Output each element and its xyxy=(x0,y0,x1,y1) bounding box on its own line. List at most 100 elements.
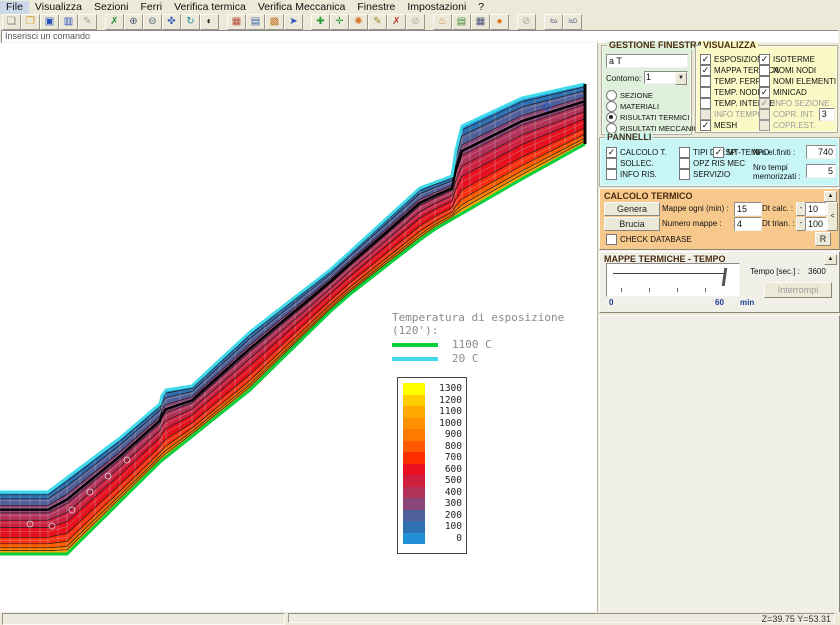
checkbox-isoterme[interactable] xyxy=(759,54,770,65)
checkbox-copr-int[interactable] xyxy=(759,109,770,120)
shade-view-button[interactable]: ◐ xyxy=(200,14,219,30)
bars-disabled-button[interactable]: ⊘ xyxy=(406,14,425,30)
checkbox-temp-nodi[interactable] xyxy=(700,87,711,98)
save-all-button[interactable]: ▥ xyxy=(59,14,78,30)
menu-verifica-termica[interactable]: Verifica termica xyxy=(168,1,252,14)
checkbox-row-servizio[interactable]: SERVIZIO xyxy=(679,169,745,180)
checkbox-esposizione[interactable] xyxy=(700,54,711,65)
mappe-termiche-panel: MAPPE TERMICHE - TEMPO ▲ 0 60 min Tempo … xyxy=(599,251,840,313)
delete-bars-button[interactable]: ✗ xyxy=(387,14,406,30)
table-button[interactable]: ▦ xyxy=(471,14,490,30)
checkbox-row-calcolo-t[interactable]: CALCOLO T. xyxy=(606,147,667,158)
menu-impostazioni[interactable]: Impostazioni xyxy=(401,1,472,14)
delete-selection-button[interactable]: ✗ xyxy=(105,14,124,30)
mesh-map-button[interactable]: ▩ xyxy=(265,14,284,30)
checkbox-opz-ris-mec[interactable] xyxy=(679,158,690,169)
radio-row-materiali[interactable]: MATERIALI xyxy=(606,101,701,112)
edit-bars-button[interactable]: ✎ xyxy=(368,14,387,30)
checkbox-copr-est[interactable] xyxy=(759,120,770,131)
burn-drop-button[interactable]: ● xyxy=(490,14,509,30)
checkbox-mt-tempo[interactable] xyxy=(713,147,724,158)
checkbox-nomi-elementi[interactable] xyxy=(759,76,770,87)
checkbox-row-isoterme[interactable]: ISOTERME xyxy=(759,54,836,65)
zoom-in-button[interactable]: ⊕ xyxy=(124,14,143,30)
check-database-checkbox[interactable] xyxy=(606,234,617,245)
new-document-button[interactable]: ❏ xyxy=(2,14,21,30)
pan-button[interactable]: ✜ xyxy=(162,14,181,30)
save-button[interactable]: ▣ xyxy=(40,14,59,30)
generate-bars-button[interactable]: ✺ xyxy=(349,14,368,30)
input-copr-int[interactable]: 3 xyxy=(819,108,835,121)
formula-lambda-button[interactable]: λcD xyxy=(563,14,582,30)
calcolo-collapse-button[interactable]: ▲ xyxy=(824,191,837,202)
checkbox-nomi-nodi[interactable] xyxy=(759,65,770,76)
step-back-button[interactable]: < xyxy=(827,202,838,231)
numero-mappe-input[interactable]: 4 xyxy=(734,217,762,231)
checkbox-temp-ferri[interactable] xyxy=(700,76,711,87)
exposure-1100-label: 1100 C xyxy=(452,338,492,351)
drawing-canvas[interactable]: Temperatura di esposizione (120'): 1100 … xyxy=(0,43,598,612)
checkbox-calcolo-t[interactable] xyxy=(606,147,617,158)
fire-exposure-button[interactable]: ♨ xyxy=(433,14,452,30)
brucia-button[interactable]: Brucia xyxy=(604,217,660,231)
menu-file[interactable]: File xyxy=(0,1,29,14)
check-database-row[interactable]: CHECK DATABASE xyxy=(606,234,692,245)
checkbox-minicad[interactable] xyxy=(759,87,770,98)
checkbox-row-copr-int[interactable]: COPR. INT.3 xyxy=(759,109,836,120)
mappe-collapse-button[interactable]: ▲ xyxy=(824,254,837,265)
checkbox-sollec[interactable] xyxy=(606,158,617,169)
dt-calc-input[interactable]: 10 xyxy=(805,202,828,216)
checkbox-row-nomi-elementi[interactable]: NOMI ELEMENTI xyxy=(759,76,836,87)
checkbox-info-tempo[interactable] xyxy=(700,109,711,120)
r-button[interactable]: R xyxy=(815,232,831,246)
delete-bars-icon: ✗ xyxy=(392,17,400,27)
slider-tick xyxy=(677,288,678,292)
checkbox-mesh[interactable] xyxy=(700,120,711,131)
menu-finestre[interactable]: Finestre xyxy=(351,1,401,14)
radio-risultati-termici[interactable] xyxy=(606,112,617,123)
zoom-out-button[interactable]: ⊖ xyxy=(143,14,162,30)
window-name-input[interactable]: a T xyxy=(606,54,688,68)
open-file-button[interactable]: ❒ xyxy=(21,14,40,30)
checkbox-row-copr-est[interactable]: COPR.EST. xyxy=(759,120,836,131)
export-view-button[interactable]: ➤ xyxy=(284,14,303,30)
checkbox-row-sollec[interactable]: SOLLEC. xyxy=(606,158,667,169)
checkbox-row-nomi-nodi[interactable]: NOMI NODI xyxy=(759,65,836,76)
menu-verifica-meccanica[interactable]: Verifica Meccanica xyxy=(252,1,352,14)
checkbox-row-minicad[interactable]: MINICAD xyxy=(759,87,836,98)
radio-row-sezione[interactable]: SEZIONE xyxy=(606,90,701,101)
menu-ferri[interactable]: Ferri xyxy=(134,1,168,14)
scale-row-1200: 1200 xyxy=(403,395,462,407)
checkbox-tipi-di-esp[interactable] xyxy=(679,147,690,158)
time-slider[interactable] xyxy=(606,263,740,297)
checkbox-servizio[interactable] xyxy=(679,169,690,180)
add-bar-button[interactable]: ✚ xyxy=(311,14,330,30)
notes-button[interactable]: ▤ xyxy=(452,14,471,30)
radio-sezione[interactable] xyxy=(606,90,617,101)
checkbox-info-sezione[interactable] xyxy=(759,98,770,109)
mappe-ogni-input[interactable]: 15 xyxy=(734,202,762,216)
mesh-nodes-button[interactable]: ▦ xyxy=(227,14,246,30)
checkbox-row-info-ris[interactable]: INFO RIS. xyxy=(606,169,667,180)
time-slider-handle[interactable] xyxy=(722,268,728,286)
menu-visualizza[interactable]: Visualizza xyxy=(29,1,88,14)
mesh-temperature-button[interactable]: ▤ xyxy=(246,14,265,30)
checkbox-temp-interne[interactable] xyxy=(700,98,711,109)
formula-fcd-button[interactable]: fca xyxy=(544,14,563,30)
checkbox-info-ris[interactable] xyxy=(606,169,617,180)
cut-disabled-button[interactable]: ⊘ xyxy=(517,14,536,30)
radio-row-risultati-termici[interactable]: RISULTATI TERMICI xyxy=(606,112,701,123)
edit-disabled-button[interactable]: ✎ xyxy=(78,14,97,30)
genera-mesh-button[interactable]: Genera mesh xyxy=(604,202,660,216)
radio-materiali[interactable] xyxy=(606,101,617,112)
contorno-select[interactable]: 1 ▼ xyxy=(644,71,688,84)
contorno-dropdown-arrow[interactable]: ▼ xyxy=(675,72,687,85)
add-bars-button[interactable]: ✛ xyxy=(330,14,349,30)
interrompi-button[interactable]: Interrompi xyxy=(764,282,832,298)
checkbox-row-opz-ris-mec[interactable]: OPZ RIS MEC xyxy=(679,158,745,169)
menu-sezioni[interactable]: Sezioni xyxy=(88,1,134,14)
menu-[interactable]: ? xyxy=(472,1,490,14)
dt-trian-input[interactable]: 100 xyxy=(805,217,828,231)
refresh-view-button[interactable]: ↻ xyxy=(181,14,200,30)
checkbox-mappa-termica[interactable] xyxy=(700,65,711,76)
